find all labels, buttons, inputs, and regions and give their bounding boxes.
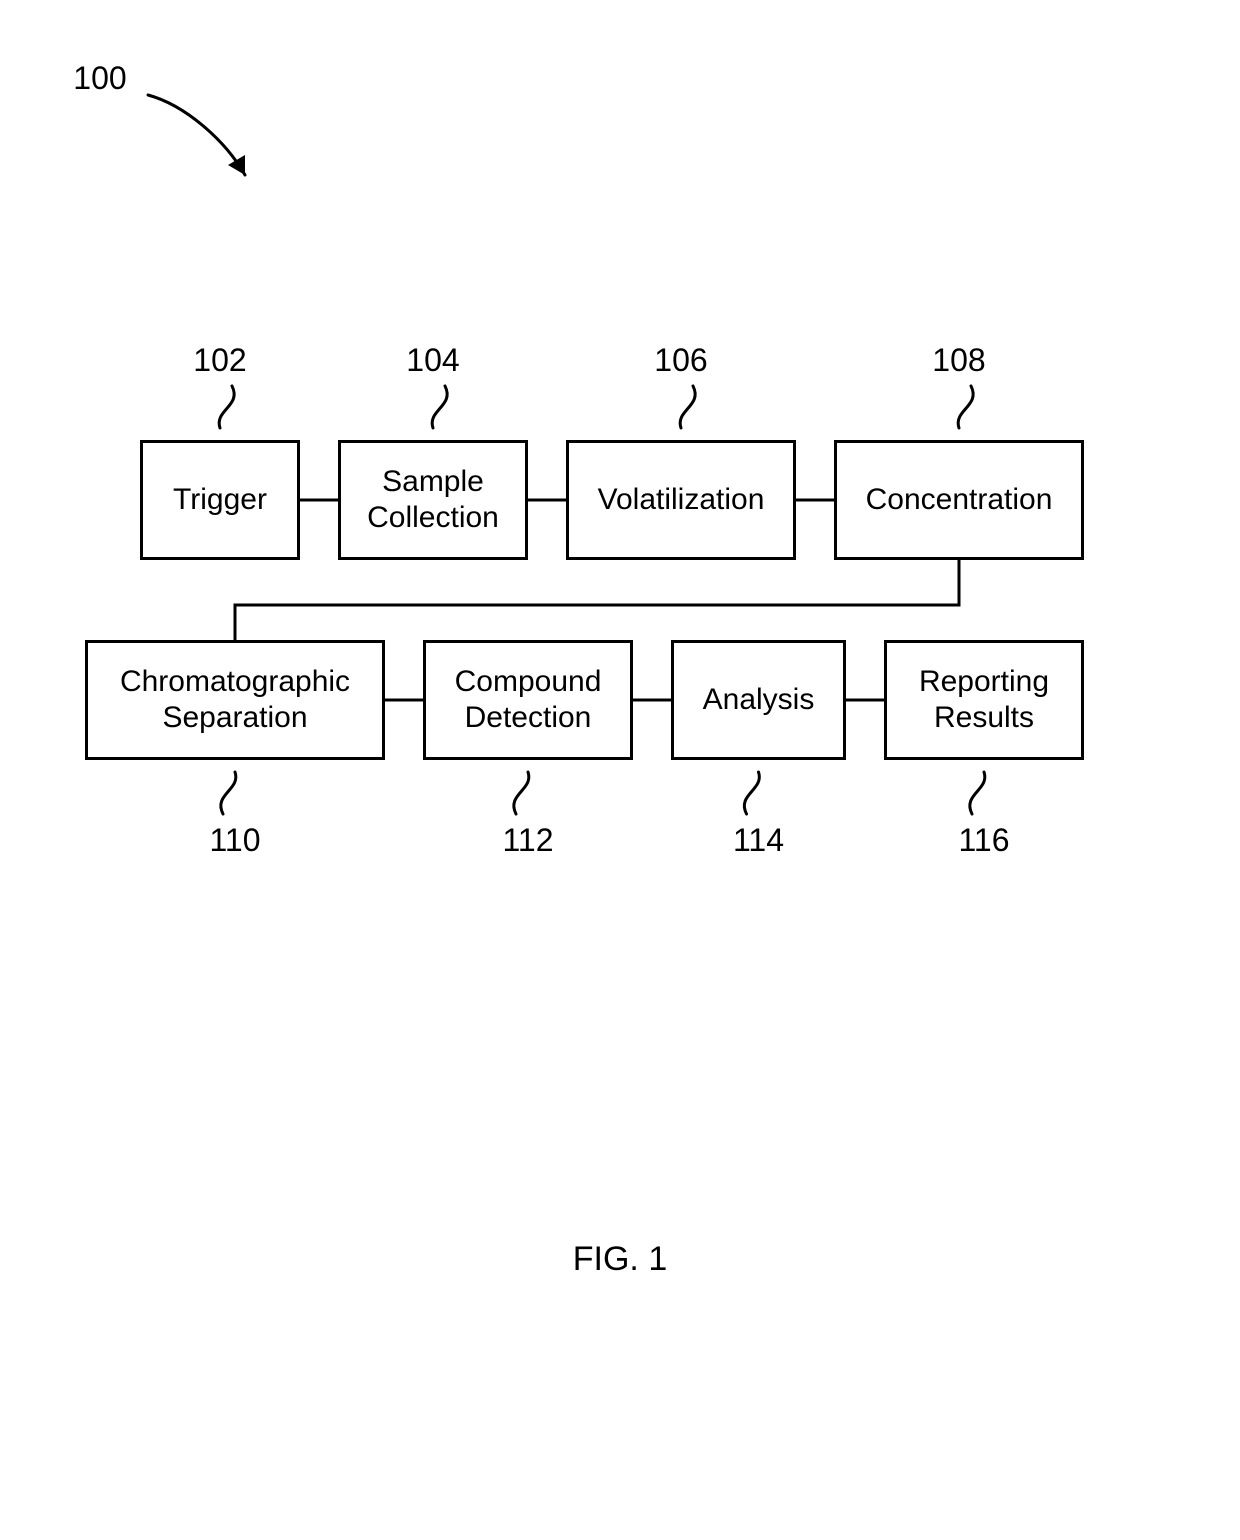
ref-label-trigger: 102 <box>180 342 260 378</box>
box-trigger: Trigger <box>140 440 300 560</box>
diagram-canvas: Trigger 102 Sample Collection 104 Volatiliza… <box>0 0 1240 1540</box>
ref-label-sample: 104 <box>393 342 473 378</box>
box-label-chromsep: Chromatographic Separation <box>120 664 350 736</box>
box-label-sample: Sample Collection <box>367 464 499 536</box>
box-chromsep: Chromatographic Separation <box>85 640 385 760</box>
figure-caption: FIG. 1 <box>520 1240 720 1280</box>
connector-layer <box>0 0 1240 1540</box>
ref-label-analysis: 114 <box>719 822 799 858</box>
box-label-analysis: Analysis <box>703 682 815 718</box>
ref-label-compdet: 112 <box>488 822 568 858</box>
box-concentration: Concentration <box>834 440 1084 560</box>
root-ref-label: 100 <box>60 60 140 100</box>
box-label-reporting: Reporting Results <box>919 664 1049 736</box>
box-label-compdet: Compound Detection <box>455 664 602 736</box>
box-sample: Sample Collection <box>338 440 528 560</box>
box-analysis: Analysis <box>671 640 846 760</box>
box-label-trigger: Trigger <box>173 482 267 518</box>
ref-label-reporting: 116 <box>944 822 1024 858</box>
box-reporting: Reporting Results <box>884 640 1084 760</box>
box-label-concentration: Concentration <box>866 482 1053 518</box>
ref-label-chromsep: 110 <box>195 822 275 858</box>
ref-label-concentration: 108 <box>919 342 999 378</box>
box-volatilization: Volatilization <box>566 440 796 560</box>
ref-label-volatilization: 106 <box>641 342 721 378</box>
box-compdet: Compound Detection <box>423 640 633 760</box>
box-label-volatilization: Volatilization <box>598 482 765 518</box>
